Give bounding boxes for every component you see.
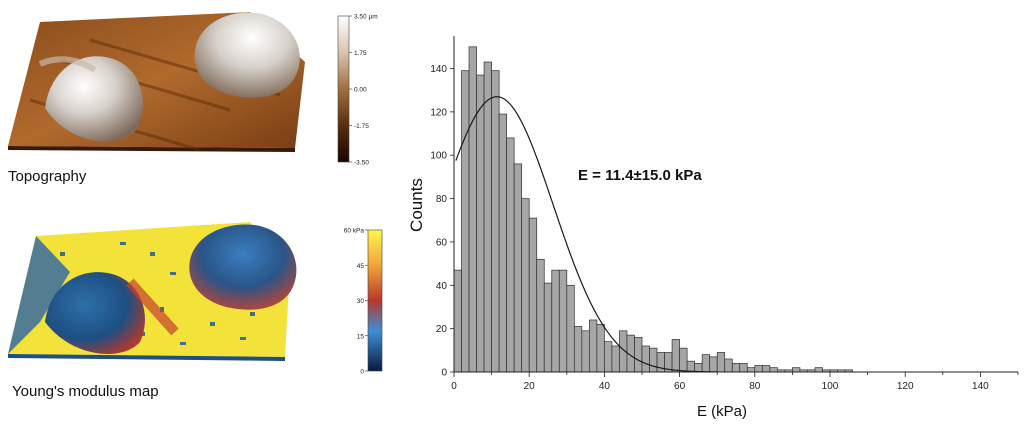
histogram-bar (566, 284, 575, 373)
histogram-bar (476, 74, 485, 373)
modulus-colorbar-gradient (367, 229, 383, 372)
histogram-bar (551, 269, 560, 373)
y-tick-label: 100 (430, 151, 447, 162)
x-tick-label: 60 (674, 381, 686, 392)
topography-image (8, 12, 305, 152)
histogram-bar (596, 323, 605, 373)
histogram-bar (468, 46, 477, 373)
histogram-bar (483, 61, 492, 373)
histogram-bar (581, 330, 590, 373)
histogram-bar (792, 367, 801, 373)
histogram-bar (731, 362, 741, 373)
histogram-bar (558, 269, 568, 373)
modulus-colorbar-tick-label: 15 (357, 333, 365, 340)
modulus-colorbar-tick-label: 30 (357, 298, 365, 305)
y-tick-label: 60 (436, 237, 448, 248)
histogram-bar (461, 70, 470, 373)
x-tick-label: 40 (599, 381, 611, 392)
histogram-bar (761, 365, 771, 373)
y-tick-label: 20 (436, 324, 448, 335)
histogram-bar (634, 336, 643, 373)
topography-colorbar-tick-label: -1.75 (354, 123, 369, 130)
histogram-panel: 0 20 40 60 80 100 120 140 0 20 40 60 80 100 120 140 E (… (400, 0, 1024, 428)
histogram-bar (716, 352, 726, 373)
x-axis-label: E (kPa) (697, 403, 747, 420)
modulus-colorbar-tick-label: 45 (357, 263, 365, 270)
y-axis-label: Counts (407, 178, 426, 232)
histogram-bar (671, 339, 680, 373)
histogram-bar (453, 269, 462, 373)
histogram-chart: 0 20 40 60 80 100 120 140 0 20 40 60 80 100 120 140 E (… (407, 36, 1019, 420)
histogram-bar (604, 341, 613, 373)
histogram-bar (754, 365, 763, 373)
y-tick-label: 120 (430, 107, 447, 118)
topography-colorbar-tick-label: 0.00 (354, 87, 367, 94)
histogram-bar (528, 217, 538, 373)
histogram-bar (641, 345, 650, 373)
histogram-bar (746, 367, 756, 373)
x-tick-label: 0 (451, 381, 457, 392)
x-tick-label: 120 (897, 381, 914, 392)
fit-annotation: E = 11.4±15.0 kPa (578, 167, 702, 184)
x-tick-label: 20 (524, 381, 536, 392)
topography-caption: Topography (8, 168, 87, 185)
histogram-bar (513, 163, 523, 373)
topography-colorbar: 3.50 µm 1.75 0.00 -1.75 -3.50 (336, 8, 406, 168)
histogram-bar (709, 356, 718, 373)
histogram-bar (679, 347, 688, 373)
histogram-bar (498, 113, 507, 373)
histogram-bar (724, 358, 733, 373)
modulus-colorbar: 60 kPa 45 30 15 0 (336, 222, 406, 382)
histogram-bar (573, 326, 583, 373)
modulus-caption: Young's modulus map (12, 383, 159, 400)
topography-colorbar-tick-label: -3.50 (354, 160, 369, 167)
modulus-colorbar-tick-label: 0 (360, 369, 364, 376)
histogram-bar (611, 345, 620, 373)
x-tick-label: 80 (749, 381, 761, 392)
y-tick-label: 140 (430, 64, 447, 75)
histogram-bar (491, 70, 500, 373)
y-tick-label: 80 (436, 194, 448, 205)
histogram-bar (521, 198, 530, 373)
histogram-bar (536, 258, 545, 373)
y-tick-label: 40 (436, 281, 448, 292)
topography-colorbar-tick-label: 1.75 (354, 50, 367, 57)
histogram-bar (543, 282, 553, 373)
modulus-colorbar-tick-label: 60 kPa (344, 228, 365, 235)
y-tick-label: 0 (441, 368, 447, 379)
histogram-bar (701, 354, 711, 373)
histogram-bar (649, 347, 658, 373)
modulus-panel (0, 212, 310, 372)
histogram-bar (694, 362, 703, 373)
histogram-bar (739, 362, 748, 373)
histogram-bar (686, 360, 695, 373)
histogram-bar (769, 367, 778, 373)
modulus-image (8, 222, 297, 361)
histogram-bar (589, 319, 598, 373)
gaussian-fit-curve (455, 96, 718, 373)
topography-colorbar-gradient (337, 15, 350, 163)
x-tick-label: 140 (972, 381, 989, 392)
topography-colorbar-tick-label: 3.50 µm (354, 14, 378, 21)
topography-panel (0, 0, 310, 160)
histogram-bar (506, 137, 515, 373)
x-tick-label: 100 (822, 381, 839, 392)
histogram-bar (814, 367, 823, 373)
